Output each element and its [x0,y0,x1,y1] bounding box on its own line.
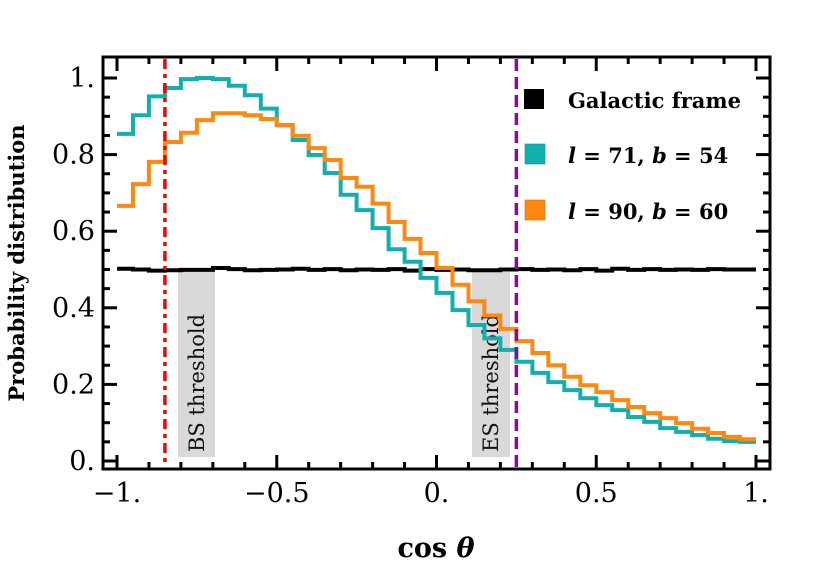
svg-text:0.5: 0.5 [575,478,618,509]
series-2 [117,111,756,442]
legend-label-galactic: Galactic frame [568,88,741,113]
threshold-lines [163,59,519,467]
legend-swatch-black [524,89,544,109]
svg-text:0.: 0. [424,478,450,509]
bs-threshold-label: BS threshold [178,272,215,457]
x-axis-title: cos θ [397,533,474,564]
svg-text:−1.: −1. [93,478,141,509]
data-series [117,76,756,444]
svg-text:0.8: 0.8 [52,140,95,171]
series-1 [117,76,756,444]
legend-label-l71-b54: l = 71, b = 54 [568,143,728,168]
svg-text:0.: 0. [69,446,95,477]
svg-text:0.4: 0.4 [52,293,95,324]
legend-swatch-orange [524,199,546,221]
legend: Galactic frame l = 71, b = 54 l = 90, b … [524,88,741,224]
legend-label-l90-b60: l = 90, b = 60 [568,199,728,224]
svg-text:1.: 1. [69,63,95,94]
legend-item-l71-b54: l = 71, b = 54 [524,143,728,168]
svg-text:0.2: 0.2 [52,369,95,400]
y-axis-title: Probability distribution [4,124,29,401]
axis-tick-labels: −1. −0.5 0. 0.5 1. 0. 0.2 0.4 0.6 0.8 1. [52,63,769,509]
legend-swatch-teal [524,143,546,165]
bs-threshold-text: BS threshold [185,314,209,452]
legend-item-l90-b60: l = 90, b = 60 [524,199,728,224]
axis-ticks [103,57,770,469]
svg-text:−0.5: −0.5 [244,478,310,509]
svg-text:1.: 1. [743,478,769,509]
legend-item-galactic: Galactic frame [524,88,741,113]
svg-text:0.6: 0.6 [52,216,95,247]
